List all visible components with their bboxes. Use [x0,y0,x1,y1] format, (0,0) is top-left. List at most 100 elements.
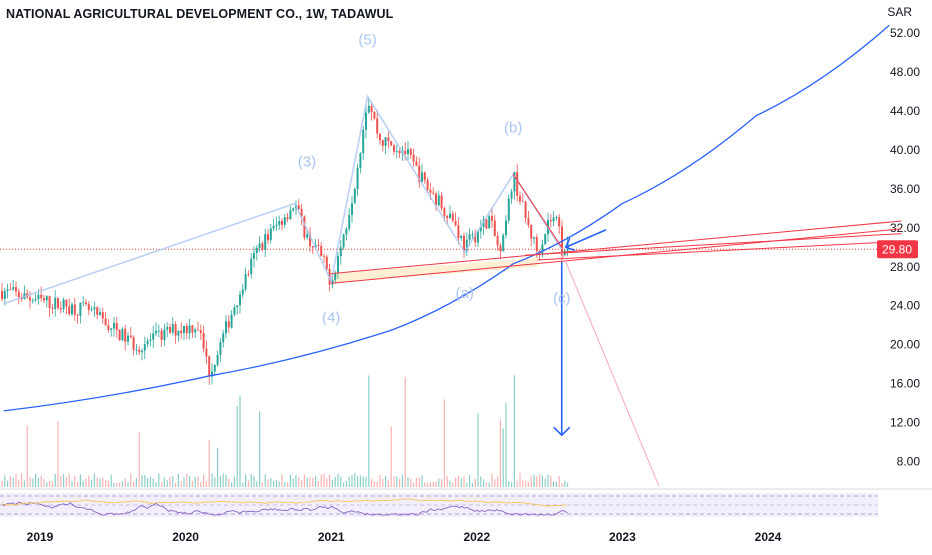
candle-body [485,219,488,229]
volume-bar [130,473,132,487]
volume-bar [281,474,283,487]
candle-body [281,221,283,225]
volume-bar [379,474,381,487]
volume-bar [429,482,431,487]
volume-bar [289,474,291,487]
volume-bar [354,473,356,487]
candle-body [59,307,62,310]
volume-bar [208,439,210,487]
candle-body [334,273,337,281]
candle-body [463,235,465,252]
volume-bar [317,480,319,487]
pointer-arrow-shaft [565,229,607,249]
volume-bar [236,405,238,487]
candle-body [524,201,527,219]
candle-body [300,208,303,217]
volume-bar [183,477,185,487]
candle-body [183,325,185,333]
last-price-label: 29.80 [882,243,912,257]
volume-bar [516,480,518,487]
candle-body [90,309,93,311]
volume-bar [541,475,543,487]
candle-body [152,333,155,340]
volume-bar [410,478,412,487]
volume-bar [494,479,496,487]
candle-body [76,314,79,316]
volume-bar [194,476,196,487]
volume-bar [9,476,11,487]
candle-body [365,112,367,130]
candle-body [351,203,353,215]
candle-body [115,323,118,330]
volume-bar [214,477,216,487]
y-tick-label: 12.00 [890,416,920,430]
y-tick-label: 16.00 [890,377,920,391]
volume-bar [110,474,112,487]
candle-body [309,234,311,247]
volume-bar [553,481,555,487]
volume-bar [457,475,459,487]
candle-body [29,297,31,301]
volume-bar [309,477,311,487]
candle-body [404,150,407,155]
volume-bar [233,476,235,487]
volume-bar [96,477,98,487]
volume-bar [567,482,569,487]
candle-body [96,307,99,315]
volume-bar [343,482,345,487]
volume-bar [203,474,205,487]
candle-body [68,306,71,315]
candle-body [113,323,115,329]
candle-body [107,325,110,330]
volume-bar [133,481,135,487]
candle-body [496,236,499,246]
rsi-signal-line [1,498,567,507]
candle-body [549,220,552,222]
volume-bar [415,477,417,487]
candle-body [71,304,73,315]
candle-body [331,280,334,285]
volume-bar [301,480,303,487]
volume-bar [119,482,121,487]
candle-body [118,329,121,341]
volume-bar [471,482,473,487]
volume-bar [152,478,154,487]
volume-bar [558,475,560,487]
candle-body [437,195,440,206]
candle-body [432,192,435,194]
volume-bar [26,425,28,487]
candle-body [9,289,12,291]
volume-bar [323,473,325,487]
volume-bar [37,477,39,487]
volume-bar [525,480,527,487]
candle-body [104,318,107,326]
volume-bar [312,477,314,487]
candle-body [510,191,513,199]
candle-body [138,349,141,353]
volume-bar [413,482,415,487]
volume-bar [40,475,42,487]
candle-body [471,233,474,235]
volume-bar [497,476,499,487]
candle-body [297,205,300,209]
volume-bar [116,482,118,487]
volume-bar [138,432,140,487]
volume-bar [331,479,333,487]
candle-body [339,247,342,257]
candle-body [345,228,348,235]
candle-body [54,297,57,309]
volume-bar [373,481,375,487]
volume-bar [7,480,9,487]
volume-bar [483,479,485,487]
candle-body [185,325,188,334]
y-tick-label: 8.00 [897,455,921,469]
candle-body [541,244,544,254]
y-tick-label: 48.00 [890,65,920,79]
volume-bar [68,473,70,487]
candle-body [149,339,152,341]
candle-body [320,245,323,257]
rsi-panel [0,493,878,517]
volume-bar [522,480,524,487]
volume-bar [259,411,261,487]
volume-bar [351,475,353,487]
